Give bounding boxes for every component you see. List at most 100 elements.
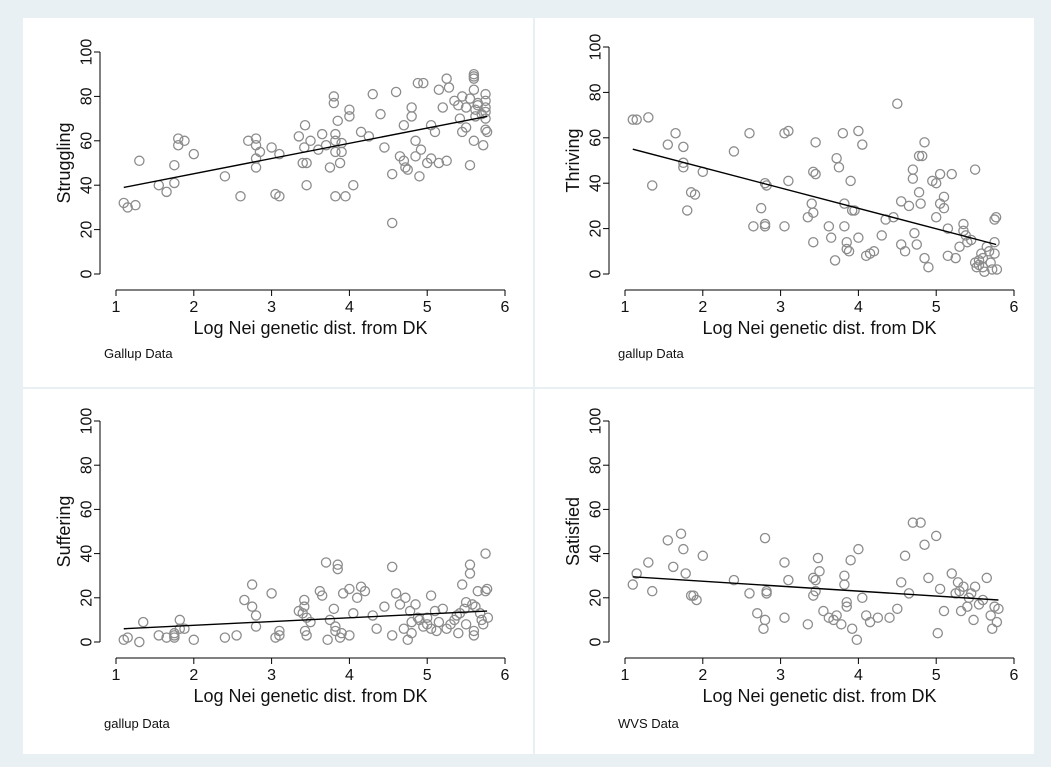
x-tick-label: 6: [501, 667, 510, 684]
data-point: [892, 98, 903, 110]
data-point: [330, 621, 341, 632]
data-point: [324, 162, 336, 173]
data-point: [406, 111, 417, 122]
data-point: [631, 114, 642, 125]
data-point: [398, 623, 410, 634]
fit-line: [632, 148, 997, 246]
data-point: [857, 592, 868, 604]
data-point: [330, 146, 341, 158]
data-point: [375, 108, 386, 120]
data-point: [899, 550, 911, 562]
data-point: [808, 572, 819, 584]
data-point: [930, 177, 942, 189]
data-point: [443, 82, 455, 93]
data-point: [895, 196, 907, 207]
y-tick-label: 60: [79, 132, 96, 150]
data-point: [394, 599, 406, 610]
data-point: [477, 139, 489, 151]
data-point: [839, 221, 850, 232]
y-tick-label: 40: [79, 545, 96, 563]
panel-area: [23, 18, 1034, 754]
data-point: [989, 214, 1000, 225]
data-point: [985, 610, 996, 621]
data-point: [386, 217, 398, 229]
y-tick-label: 80: [588, 456, 605, 474]
data-point: [938, 605, 950, 617]
x-tick-label: 3: [267, 299, 276, 316]
data-point: [481, 583, 493, 595]
data-point: [359, 585, 371, 597]
data-point: [783, 125, 794, 137]
data-point: [425, 153, 437, 164]
data-point: [454, 113, 466, 124]
data-point: [691, 594, 702, 606]
data-point: [981, 572, 993, 584]
data-point: [919, 252, 930, 264]
data-point: [328, 603, 340, 615]
data-point: [453, 100, 464, 111]
data-point: [853, 543, 864, 555]
x-tick-label: 4: [854, 299, 863, 316]
data-point: [895, 577, 907, 588]
data-point: [305, 616, 316, 628]
y-axis-title: Satisfied: [563, 497, 583, 566]
data-point: [678, 157, 689, 169]
data-point: [336, 137, 347, 149]
data-point: [344, 630, 355, 641]
data-point: [969, 581, 981, 593]
data-point: [122, 202, 133, 213]
x-tick-label: 5: [932, 667, 941, 684]
data-point: [470, 111, 481, 122]
data-point: [993, 603, 1004, 615]
data-point: [467, 599, 478, 610]
data-point: [299, 120, 311, 131]
data-point: [379, 601, 390, 612]
data-point: [783, 574, 794, 586]
data-point: [480, 124, 491, 135]
data-point: [433, 157, 445, 169]
data-point: [989, 248, 1000, 259]
data-point: [460, 619, 472, 630]
data-point: [670, 128, 681, 139]
data-point: [662, 535, 674, 546]
data-point: [219, 171, 231, 182]
data-point: [468, 84, 480, 95]
data-point: [480, 113, 491, 124]
data-point: [332, 563, 343, 575]
data-point: [274, 148, 285, 160]
data-point: [923, 261, 934, 273]
data-point: [907, 173, 919, 184]
data-point: [818, 605, 829, 617]
data-point: [689, 189, 701, 200]
data-point: [744, 588, 755, 599]
data-point: [913, 187, 925, 198]
data-point: [480, 548, 491, 559]
data-point: [810, 585, 821, 597]
source-note: gallup Data: [104, 716, 171, 731]
data-point: [274, 630, 285, 641]
data-point: [946, 168, 958, 180]
x-axis-title: Log Nei genetic dist. from DK: [702, 318, 936, 338]
data-point: [969, 164, 981, 175]
source-note: WVS Data: [618, 716, 679, 731]
data-point: [968, 614, 979, 626]
data-point: [761, 585, 772, 597]
data-point: [414, 171, 425, 182]
data-point: [344, 583, 355, 595]
data-point: [134, 155, 145, 167]
data-point: [122, 632, 133, 643]
data-point: [316, 590, 328, 601]
data-point: [386, 168, 398, 180]
data-point: [468, 630, 480, 641]
data-point: [460, 122, 472, 133]
data-point: [667, 561, 679, 573]
x-tick-label: 3: [776, 667, 785, 684]
data-point: [779, 557, 790, 568]
x-tick-label: 2: [189, 667, 198, 684]
data-point: [810, 168, 821, 180]
data-point: [697, 550, 709, 562]
data-point: [808, 236, 819, 248]
data-point: [482, 612, 494, 623]
data-point: [481, 126, 493, 138]
data-point: [857, 139, 868, 150]
